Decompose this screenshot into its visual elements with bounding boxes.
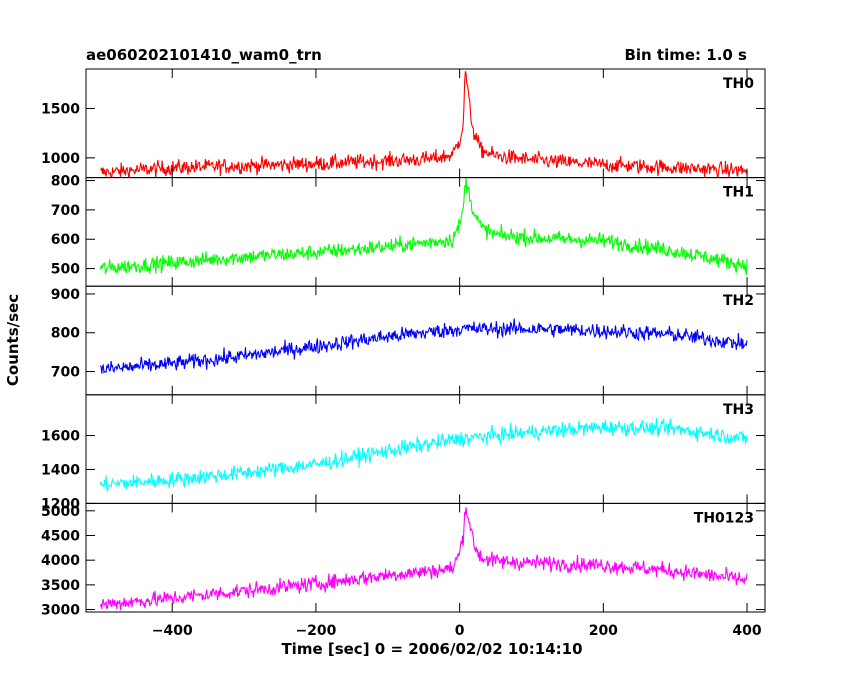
x-tick-label: 0: [455, 623, 465, 639]
y-tick-label: 3500: [41, 578, 80, 594]
x-tick-label: 200: [589, 623, 618, 639]
panel-th0: 1000 1500 TH0: [41, 68, 766, 179]
panel-name-th1: TH1: [723, 185, 754, 201]
panel-name-th3: TH3: [723, 402, 754, 418]
y-tick-label: 3000: [41, 603, 80, 619]
series-line-th1: [99, 177, 748, 276]
y-tick-label: 4000: [41, 553, 80, 569]
x-axis: −400 −200 0 200 400: [152, 623, 762, 639]
y-axis-label: Counts/sec: [4, 294, 22, 386]
x-axis-label: Time [sec] 0 = 2006/02/02 10:14:10: [281, 640, 582, 658]
y-tick-label: 1000: [41, 151, 80, 167]
panel-name-th2: TH2: [723, 293, 754, 309]
panel-name-th0123: TH0123: [694, 510, 754, 526]
x-tick-label: 400: [732, 623, 761, 639]
y-tick-label: 1400: [41, 462, 80, 478]
bin-time-label: Bin time: 1.0 s: [624, 46, 747, 64]
series-line-th3: [99, 417, 748, 492]
y-tick-label: 700: [51, 203, 80, 219]
y-tick-label: 4500: [41, 528, 80, 544]
chart-title: ae060202101410_wam0_trn: [86, 46, 322, 64]
y-tick-label: 1500: [41, 101, 80, 117]
series-line-th0: [99, 71, 748, 178]
y-tick-label: 1600: [41, 429, 80, 445]
panel-name-th0: TH0: [723, 76, 754, 92]
panel-th3: 1200 1400 1600 TH3: [41, 394, 766, 512]
y-tick-label: 900: [51, 287, 80, 303]
panel-frame: [85, 394, 766, 504]
series-line-th2: [99, 318, 748, 374]
y-tick-label: 5000: [41, 504, 80, 520]
y-tick-label: 800: [51, 326, 80, 342]
x-tick-label: −200: [295, 623, 336, 639]
panel-frame: [85, 68, 766, 179]
x-tick-label: −400: [152, 623, 193, 639]
panels-group: 1000 1500 TH0 500 600 700 800 TH1 700 800 900 TH2 12…: [41, 68, 766, 619]
panel-frame: [85, 177, 766, 287]
y-tick-label: 500: [51, 262, 80, 278]
panel-frame: [85, 502, 766, 613]
y-tick-label: 1200: [41, 496, 80, 512]
y-tick-label: 800: [51, 174, 80, 190]
y-tick-label: 600: [51, 232, 80, 248]
panel-th2: 700 800 900 TH2: [51, 285, 766, 396]
y-tick-label: 700: [51, 365, 80, 381]
panel-th1: 500 600 700 800 TH1: [51, 174, 766, 287]
series-line-th0123: [99, 507, 748, 611]
panel-frame: [85, 285, 766, 396]
panel-th0123: 3000 3500 4000 4500 5000 TH0123: [41, 502, 766, 619]
